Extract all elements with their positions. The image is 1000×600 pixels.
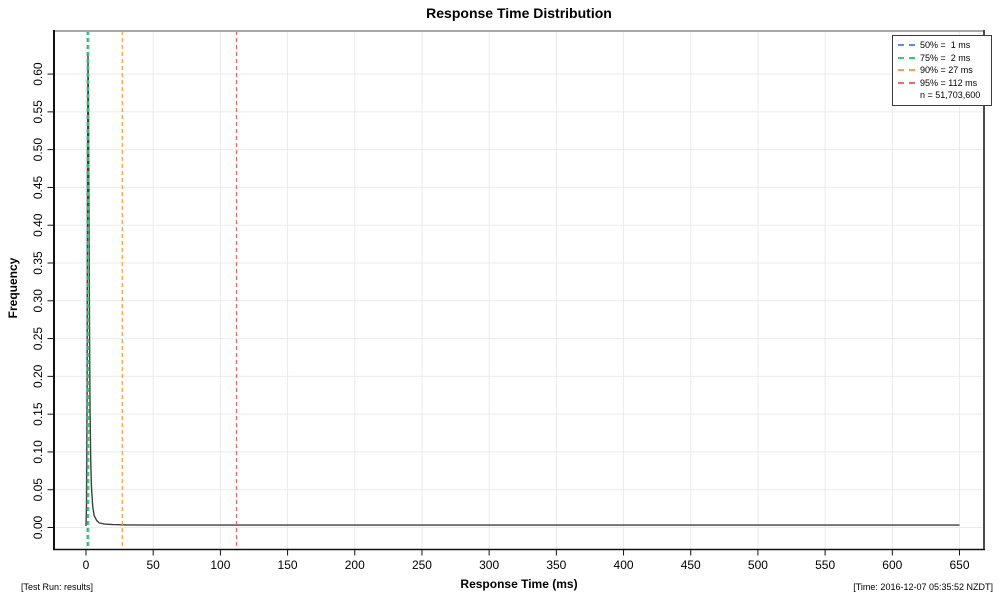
legend-entry: 90% = 27 ms (898, 64, 987, 77)
legend-entry-label: 50% = 1 ms (920, 40, 971, 50)
distribution-curve (85, 54, 960, 527)
svg-text:0.60: 0.60 (31, 62, 45, 86)
grid-lines (53, 30, 985, 550)
svg-text:50: 50 (147, 558, 161, 572)
plot-frame (53, 30, 985, 551)
svg-text:0.55: 0.55 (31, 100, 45, 124)
test-run-footnote: [Test Run: results] (21, 582, 94, 592)
legend-entry-label: 75% = 2 ms (920, 52, 971, 63)
legend-n-label: n = 51,703,600 (920, 90, 981, 101)
svg-text:250: 250 (412, 558, 432, 572)
svg-text:0.05: 0.05 (31, 478, 45, 502)
svg-text:400: 400 (614, 558, 634, 572)
legend-entry: 75% = 2 ms (898, 52, 987, 65)
svg-text:550: 550 (815, 558, 835, 572)
svg-text:0.30: 0.30 (31, 289, 45, 313)
svg-text:100: 100 (210, 558, 230, 572)
legend-entry-label: 90% = 27 ms (920, 65, 973, 76)
legend-box: 50% = 1 ms 75% = 2 ms 90% = 27 ms 95% = 112… (892, 35, 992, 106)
percentile-lines (86, 31, 238, 549)
y-axis: 0.00 0.05 0.10 0.15 0.20 0.25 0.30 0.35 0.40 0.45… (31, 62, 53, 539)
svg-text:0.10: 0.10 (31, 440, 45, 464)
svg-text:500: 500 (748, 558, 768, 572)
chart-title: Response Time Distribution (426, 5, 612, 21)
legend-dashed-line-sample (898, 56, 915, 59)
legend-entry: 50% = 1 ms (898, 39, 987, 52)
legend-sample-count: n = 51,703,600 (898, 89, 987, 102)
x-axis: 0 50 100 150 200 250 300 350 400 450 500 550 600 650 (83, 550, 970, 572)
svg-text:0.50: 0.50 (31, 138, 45, 162)
legend-dashed-line-sample (898, 44, 915, 47)
svg-text:0.20: 0.20 (31, 364, 45, 388)
legend-dashed-line-sample (898, 69, 915, 72)
svg-text:0.15: 0.15 (31, 402, 45, 426)
svg-text:650: 650 (949, 558, 969, 572)
svg-text:0.45: 0.45 (31, 175, 45, 199)
timestamp-footnote: [Time: 2016-12-07 05:35:52 NZDT] (853, 582, 993, 592)
svg-text:0: 0 (83, 558, 90, 572)
svg-text:0.40: 0.40 (31, 213, 45, 237)
y-axis-title: Frequency (6, 257, 20, 319)
svg-text:150: 150 (278, 558, 298, 572)
legend-dashed-line-sample (898, 82, 915, 85)
svg-text:600: 600 (882, 558, 902, 572)
svg-text:0.25: 0.25 (31, 327, 45, 351)
x-axis-title: Response Time (ms) (460, 577, 578, 591)
svg-text:350: 350 (546, 558, 566, 572)
svg-text:0.00: 0.00 (31, 515, 45, 539)
svg-text:200: 200 (345, 558, 365, 572)
legend-entry-label: 95% = 112 ms (920, 77, 978, 88)
svg-text:300: 300 (479, 558, 499, 572)
legend-entry: 95% = 112 ms (898, 77, 987, 90)
svg-text:450: 450 (681, 558, 701, 572)
svg-text:0.35: 0.35 (31, 251, 45, 275)
